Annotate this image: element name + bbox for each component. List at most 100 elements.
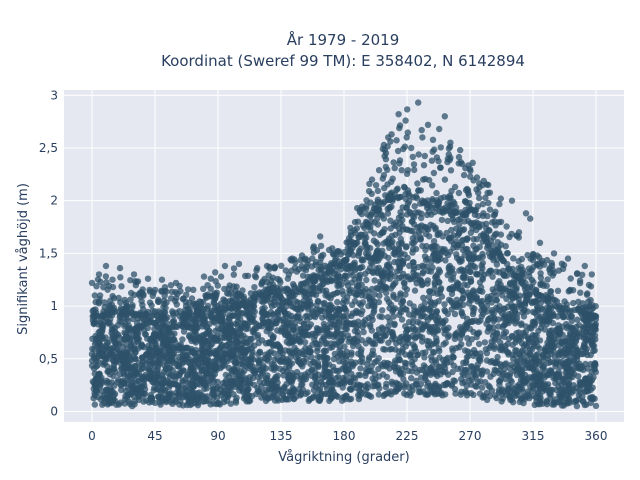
data-point — [237, 291, 245, 299]
data-point — [355, 287, 363, 295]
data-point — [442, 308, 449, 315]
data-point — [472, 270, 480, 277]
data-point — [584, 351, 591, 359]
data-point — [505, 385, 512, 392]
data-point — [412, 381, 419, 388]
data-point — [587, 399, 594, 407]
data-point — [109, 388, 117, 396]
data-point — [497, 375, 505, 383]
data-point — [297, 304, 304, 311]
data-point — [472, 383, 479, 390]
data-point — [106, 393, 113, 400]
data-point — [270, 377, 277, 384]
data-point — [574, 316, 581, 323]
data-point — [520, 313, 528, 320]
data-point — [395, 214, 403, 221]
data-point — [399, 204, 406, 211]
data-point — [382, 163, 389, 171]
data-point — [314, 344, 321, 352]
data-point — [353, 225, 361, 232]
data-point — [458, 325, 465, 333]
data-point — [394, 147, 402, 155]
data-point — [296, 288, 303, 296]
data-point — [294, 335, 302, 343]
data-point — [503, 272, 510, 279]
data-point — [161, 322, 169, 330]
data-point — [429, 324, 436, 331]
data-point — [369, 383, 377, 390]
data-point — [337, 337, 344, 345]
data-point — [506, 364, 513, 372]
data-point — [354, 328, 361, 336]
data-point — [175, 383, 182, 390]
data-point — [109, 276, 116, 283]
data-point — [267, 339, 275, 347]
data-point — [470, 291, 478, 298]
data-point — [566, 373, 573, 380]
data-point — [397, 306, 404, 313]
data-point — [477, 317, 484, 324]
data-point — [427, 384, 434, 391]
data-point — [319, 287, 327, 294]
data-point — [214, 282, 221, 289]
data-point — [382, 238, 390, 246]
data-point — [220, 398, 228, 406]
data-point — [411, 335, 419, 342]
data-point — [179, 349, 187, 356]
data-point — [320, 327, 327, 334]
data-point — [513, 357, 521, 365]
data-point — [109, 348, 116, 355]
data-point — [522, 328, 529, 335]
data-point — [180, 328, 188, 335]
data-point — [209, 390, 216, 397]
data-point — [444, 217, 451, 225]
data-point — [426, 176, 433, 184]
data-point — [98, 352, 105, 360]
data-point — [448, 290, 456, 298]
data-point — [463, 358, 470, 365]
data-point — [348, 349, 355, 356]
data-point — [405, 311, 413, 318]
data-point — [276, 349, 283, 356]
data-point — [323, 290, 331, 298]
data-point — [470, 346, 478, 354]
data-point — [584, 290, 591, 297]
data-point — [250, 327, 257, 334]
data-point — [409, 227, 416, 235]
data-point — [408, 375, 415, 382]
data-point — [420, 162, 428, 169]
data-point — [281, 330, 288, 337]
data-point — [322, 312, 329, 319]
data-point — [168, 355, 175, 362]
data-point — [422, 391, 429, 398]
data-point — [115, 331, 122, 338]
data-point — [539, 352, 547, 359]
data-point — [318, 374, 326, 382]
data-point — [180, 384, 187, 392]
data-point — [565, 380, 572, 388]
data-point — [427, 268, 435, 275]
data-point — [108, 327, 116, 334]
data-point — [386, 205, 393, 212]
data-point — [298, 381, 305, 388]
data-point — [507, 292, 514, 299]
data-point — [127, 391, 135, 398]
data-point — [175, 391, 182, 398]
data-point — [249, 307, 256, 314]
data-point — [188, 347, 196, 355]
data-point — [376, 313, 383, 320]
data-point — [385, 322, 392, 330]
data-point — [139, 358, 147, 365]
data-point — [472, 206, 480, 214]
data-point — [320, 333, 327, 341]
data-point — [469, 318, 476, 325]
data-point — [390, 313, 397, 320]
data-point — [375, 355, 382, 362]
data-point — [121, 358, 129, 365]
data-point — [358, 390, 365, 397]
data-point — [546, 266, 553, 273]
data-point — [252, 274, 260, 281]
data-point — [95, 321, 102, 328]
data-point — [566, 345, 574, 352]
data-point — [453, 225, 460, 232]
